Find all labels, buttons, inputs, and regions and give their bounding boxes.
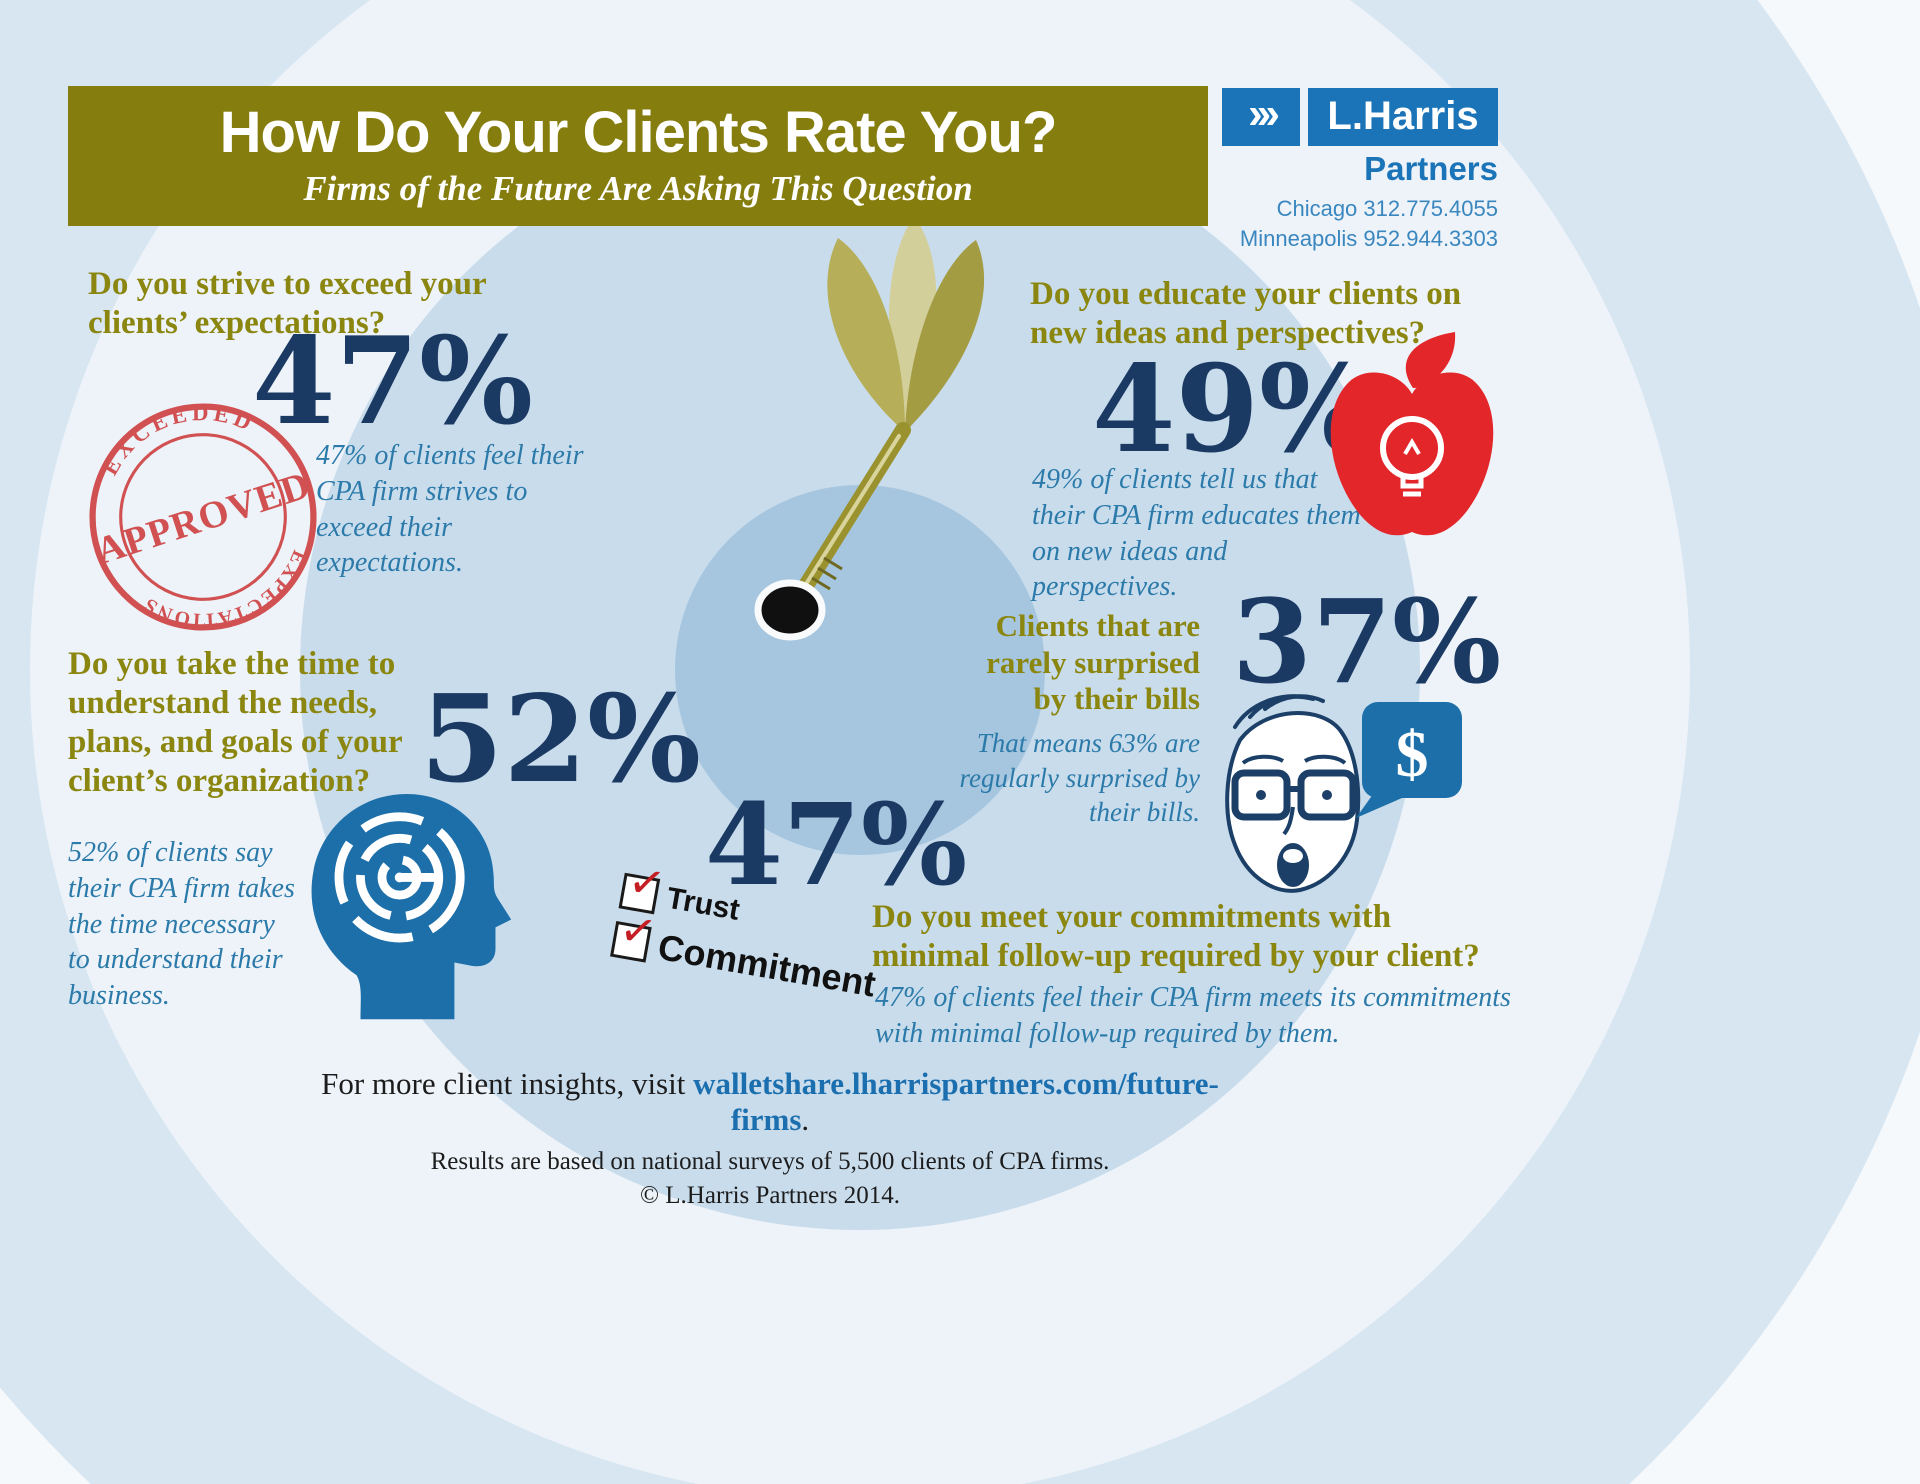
stat-commit-description: 47% of clients feel their CPA firm meets… — [875, 982, 1511, 1049]
dart-flights — [827, 216, 985, 432]
stat-bills-value: 37% — [1232, 575, 1502, 710]
surprised-face-icon — [1225, 694, 1361, 893]
lightbulb-cutout — [1380, 416, 1444, 497]
page-title: How Do Your Clients Rate You? — [219, 100, 1058, 165]
phone-minneapolis: Minneapolis 952.944.3303 — [1239, 226, 1498, 251]
question-educate-clients: Do you educate your clients on new ideas… — [1030, 276, 1462, 351]
question-commitments: Do you meet your commitments with minima… — [872, 899, 1480, 974]
apple-lightbulb-icon — [1330, 332, 1494, 536]
stat-educate-description: 49% of clients tell us that their CPA fi… — [1032, 464, 1361, 603]
brain-maze-head-icon — [311, 793, 512, 1020]
logo-partners: Partners — [1364, 150, 1498, 187]
stat-exceed-value: 47% — [252, 311, 534, 452]
stat-understand-value: 52% — [420, 669, 702, 810]
headline-bills: Clients that are rarely surprised by the… — [986, 608, 1200, 717]
stamp-middle-text: APPROVED — [91, 464, 315, 573]
stamp-bottom-text: EXPECTATIONS — [134, 542, 324, 642]
footer-cta-suffix: . — [801, 1102, 810, 1137]
dollar-speech-bubble-icon: $ — [1356, 702, 1462, 818]
footer-note: Results are based on national surveys of… — [430, 1148, 1110, 1175]
logo-name: L.Harris — [1308, 88, 1498, 146]
stat-understand-description: 52% of clients say their CPA firm takes … — [68, 837, 295, 1012]
footer-copyright: © L.Harris Partners 2014. — [640, 1182, 900, 1209]
logo-chevrons-icon: ››› — [1222, 88, 1300, 146]
header-banner: How Do Your Clients Rate You? Firms of t… — [68, 86, 1208, 226]
stat-bills-description: That means 63% are regularly surprised b… — [959, 728, 1200, 828]
stat-exceed-description: 47% of clients feel their CPA firm striv… — [316, 440, 584, 579]
svg-text:EXPECTATIONS: EXPECTATIONS — [134, 542, 324, 642]
checkmark-icon: ✓ — [624, 854, 670, 912]
stat-educate-value: 49% — [1092, 339, 1374, 480]
phone-chicago: Chicago 312.775.4055 — [1276, 196, 1498, 221]
question-understand-needs: Do you take the time to understand the n… — [68, 646, 403, 799]
footer-link[interactable]: walletshare.lharrispartners.com/future-f… — [693, 1066, 1219, 1137]
target-bullseye — [675, 485, 1045, 855]
stat-commit-value: 47% — [705, 780, 968, 911]
page-subtitle: Firms of the Future Are Asking This Ques… — [303, 169, 973, 208]
dollar-sign: $ — [1396, 718, 1429, 791]
footer-cta: For more client insights, visit walletsh… — [290, 1066, 1250, 1138]
footer: For more client insights, visit walletsh… — [290, 1066, 1250, 1210]
question-exceed-expectations: Do you strive to exceed your clients’ ex… — [88, 266, 487, 341]
maze-pattern — [334, 812, 465, 943]
dart-hole — [754, 579, 826, 641]
checkmark-icon: ✓ — [615, 903, 661, 960]
approved-stamp-icon: EXCEEDED EXPECTATIONS APPROVED — [86, 392, 324, 642]
dart-shaft — [789, 422, 911, 608]
checkbox-icon: ✓ — [610, 903, 661, 963]
footer-cta-prefix: For more client insights, visit — [321, 1066, 694, 1101]
